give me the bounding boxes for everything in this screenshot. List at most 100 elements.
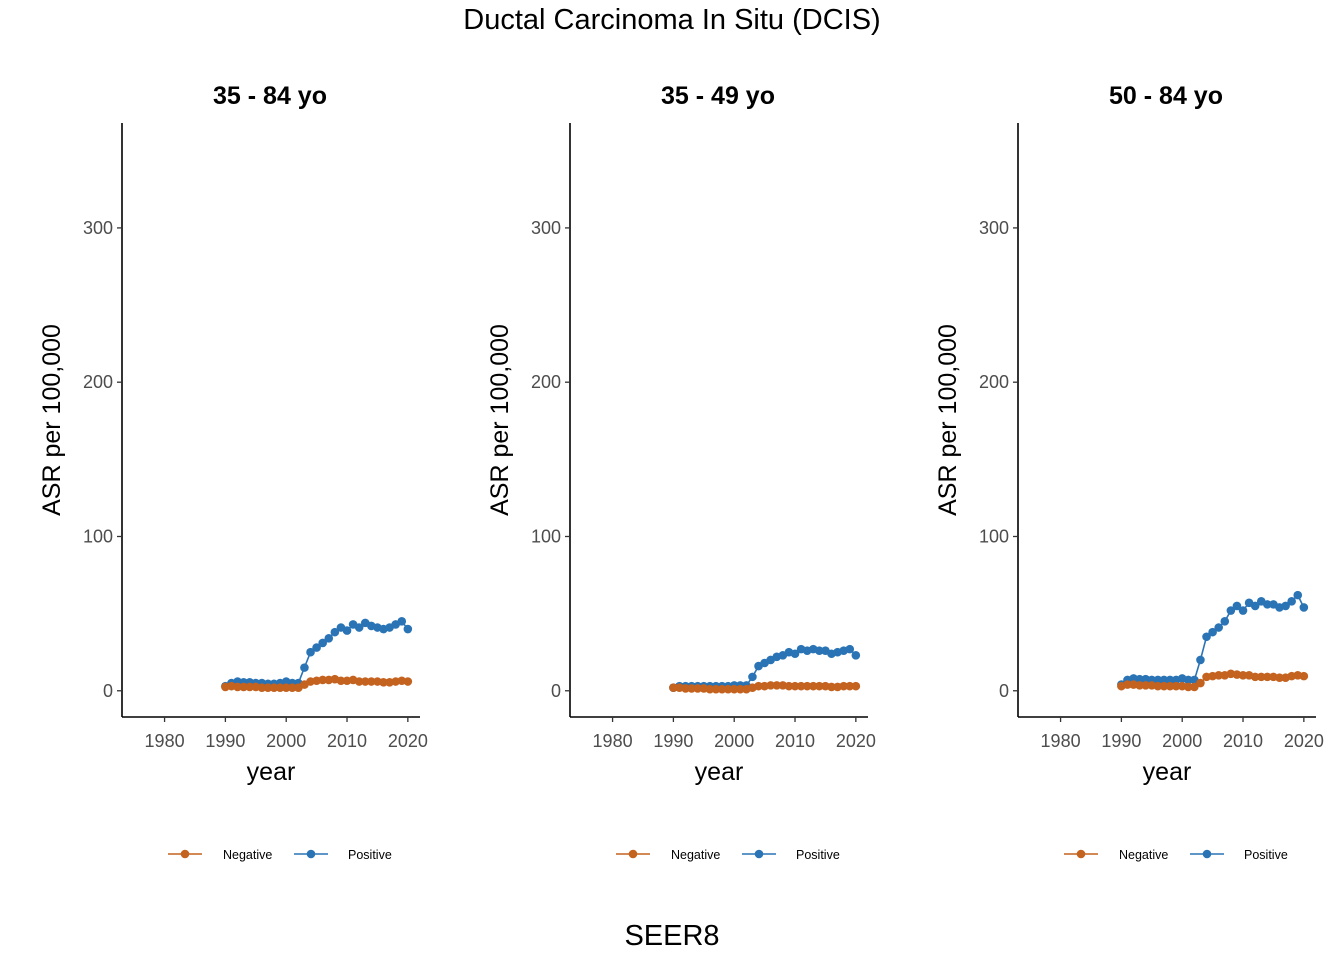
data-point-positive bbox=[790, 649, 800, 659]
data-point-negative bbox=[1135, 681, 1144, 690]
data-point-negative bbox=[669, 683, 678, 692]
x-tick-label: 2020 bbox=[1284, 731, 1324, 751]
data-point-negative bbox=[281, 683, 291, 692]
data-point-positive bbox=[1263, 600, 1272, 609]
data-point-negative bbox=[839, 681, 848, 691]
data-point-negative bbox=[263, 683, 273, 692]
data-point-negative bbox=[766, 681, 775, 690]
chart-svg: 50 - 84 yo 0 100 200 300 1980 1990 2000 2010 2020… bbox=[934, 82, 1324, 862]
legend-marker-negative bbox=[628, 849, 638, 859]
data-point-negative bbox=[1263, 672, 1272, 682]
x-axis-label: year bbox=[695, 758, 744, 786]
footer-caption: SEER8 bbox=[624, 920, 720, 952]
chart-svg: 35 - 84 yo 0 100 200 300 1980 1990 2000 2010 2020… bbox=[38, 82, 428, 862]
data-point-positive bbox=[1250, 601, 1260, 611]
data-point-negative bbox=[275, 683, 285, 692]
data-point-negative bbox=[772, 681, 782, 690]
data-point-negative bbox=[693, 684, 703, 693]
panel-title: 50 - 84 yo bbox=[1109, 82, 1223, 110]
data-point-negative bbox=[681, 684, 690, 693]
data-point-positive bbox=[1153, 675, 1163, 685]
data-point-positive bbox=[1293, 590, 1303, 600]
legend-label-negative: Negative bbox=[1119, 848, 1168, 862]
data-point-positive bbox=[354, 623, 364, 632]
data-point-negative bbox=[1299, 671, 1309, 681]
data-point-positive bbox=[1196, 655, 1205, 665]
data-point-negative bbox=[1183, 682, 1193, 692]
data-point-negative bbox=[336, 676, 346, 686]
data-point-negative bbox=[723, 684, 733, 694]
data-point-positive bbox=[342, 626, 352, 635]
panel-title: 35 - 84 yo bbox=[213, 82, 327, 110]
data-point-positive bbox=[1214, 623, 1223, 632]
y-tick-label: 100 bbox=[531, 526, 561, 546]
data-point-negative bbox=[233, 682, 242, 692]
data-point-positive bbox=[312, 643, 321, 652]
data-point-negative bbox=[851, 681, 861, 691]
data-point-negative bbox=[729, 684, 739, 694]
data-point-negative bbox=[287, 683, 297, 692]
data-point-negative bbox=[379, 677, 388, 687]
legend-label-positive: Positive bbox=[796, 848, 840, 862]
x-tick-label: 1980 bbox=[1041, 731, 1081, 751]
x-axis-label: year bbox=[247, 758, 296, 786]
y-tick-label: 300 bbox=[83, 218, 113, 238]
data-point-negative bbox=[1256, 672, 1266, 682]
x-tick-label: 2000 bbox=[1162, 731, 1202, 751]
legend-label-negative: Negative bbox=[223, 848, 272, 862]
data-point-negative bbox=[239, 682, 248, 692]
data-point-negative bbox=[354, 677, 364, 686]
x-tick-label: 1990 bbox=[205, 731, 245, 751]
x-tick-label: 2000 bbox=[266, 731, 306, 751]
x-tick-label: 2000 bbox=[714, 731, 754, 751]
x-tick-label: 2020 bbox=[388, 731, 428, 751]
data-point-positive bbox=[1183, 675, 1193, 685]
panel-3: 50 - 84 yo 0 100 200 300 1980 1990 2000 2010 2020… bbox=[896, 70, 1344, 900]
data-point-negative bbox=[1238, 671, 1248, 680]
chart-svg: 35 - 49 yo 0 100 200 300 1980 1990 2000 2010 2020… bbox=[486, 82, 876, 862]
y-axis-label: ASR per 100,000 bbox=[38, 324, 66, 516]
data-point-positive bbox=[815, 646, 824, 655]
data-point-negative bbox=[403, 677, 413, 686]
data-point-positive bbox=[1202, 632, 1211, 642]
data-point-positive bbox=[403, 624, 413, 634]
y-axis-label: ASR per 100,000 bbox=[934, 324, 962, 516]
legend-marker-positive bbox=[306, 849, 316, 859]
x-tick-label: 1980 bbox=[593, 731, 633, 751]
x-tick-label: 1990 bbox=[1101, 731, 1141, 751]
data-point-negative bbox=[796, 681, 806, 691]
data-point-negative bbox=[687, 684, 696, 693]
y-tick-label: 100 bbox=[83, 526, 113, 546]
data-point-positive bbox=[397, 617, 407, 626]
data-point-negative bbox=[808, 681, 818, 691]
x-axis-label: year bbox=[1143, 758, 1192, 786]
data-point-positive bbox=[1232, 601, 1242, 611]
legend-label-negative: Negative bbox=[671, 848, 720, 862]
y-tick-label: 0 bbox=[103, 681, 113, 701]
data-point-negative bbox=[318, 675, 327, 685]
data-point-positive bbox=[1281, 601, 1290, 611]
data-point-negative bbox=[845, 681, 855, 691]
data-point-negative bbox=[784, 681, 794, 691]
data-point-negative bbox=[360, 677, 370, 686]
data-point-negative bbox=[245, 682, 255, 692]
data-point-positive bbox=[1208, 627, 1217, 637]
y-tick-label: 200 bbox=[83, 372, 113, 392]
data-point-negative bbox=[367, 677, 376, 686]
data-point-negative bbox=[269, 683, 279, 692]
data-point-negative bbox=[1123, 680, 1132, 689]
x-tick-label: 2010 bbox=[775, 731, 815, 751]
x-tick-label: 1990 bbox=[653, 731, 693, 751]
legend-marker-positive bbox=[1202, 849, 1212, 859]
data-point-negative bbox=[1141, 681, 1151, 690]
data-point-negative bbox=[1214, 671, 1223, 680]
x-tick-label: 2010 bbox=[1223, 731, 1263, 751]
data-point-negative bbox=[815, 681, 824, 691]
data-point-negative bbox=[705, 684, 715, 694]
data-point-negative bbox=[1196, 678, 1205, 688]
data-point-negative bbox=[1165, 681, 1175, 691]
legend-label-positive: Positive bbox=[1244, 848, 1288, 862]
y-tick-label: 200 bbox=[531, 372, 561, 392]
data-point-positive bbox=[1159, 675, 1169, 685]
data-point-positive bbox=[851, 650, 861, 660]
